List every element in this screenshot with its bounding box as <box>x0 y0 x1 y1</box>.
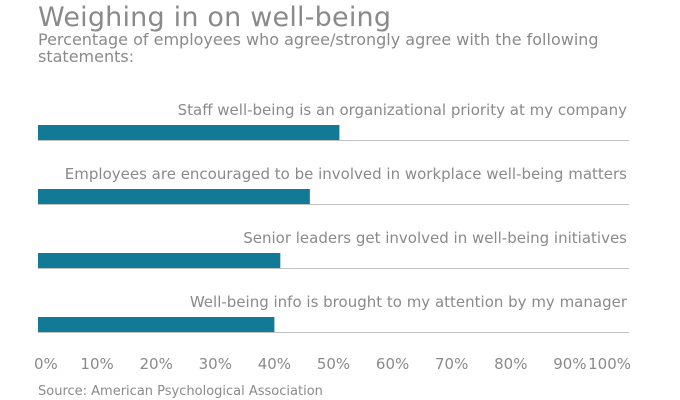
x-tick-label: 40% <box>258 355 291 373</box>
x-tick-label: 50% <box>317 355 350 373</box>
x-tick-label: 90% <box>553 355 586 373</box>
bar <box>38 317 275 332</box>
x-tick-label: 60% <box>376 355 409 373</box>
x-tick-label: 10% <box>80 355 113 373</box>
bar <box>38 125 340 140</box>
chart-subtitle: Percentage of employees who agree/strong… <box>38 30 599 66</box>
chart-title: Weighing in on well-being <box>38 2 392 33</box>
category-label: Employees are encouraged to be involved … <box>65 165 627 183</box>
bar <box>38 189 310 204</box>
x-tick-label: 30% <box>199 355 232 373</box>
bar <box>38 253 281 268</box>
x-tick-label: 0% <box>34 355 58 373</box>
category-label: Staff well-being is an organizational pr… <box>178 101 628 119</box>
x-tick-label: 80% <box>494 355 527 373</box>
source-note: Source: American Psychological Associati… <box>38 384 323 399</box>
x-tick-label: 70% <box>435 355 468 373</box>
category-label: Well-being info is brought to my attenti… <box>190 293 628 311</box>
x-tick-label: 20% <box>140 355 173 373</box>
x-tick-label: 100% <box>588 355 631 373</box>
category-label: Senior leaders get involved in well-bein… <box>243 229 627 247</box>
